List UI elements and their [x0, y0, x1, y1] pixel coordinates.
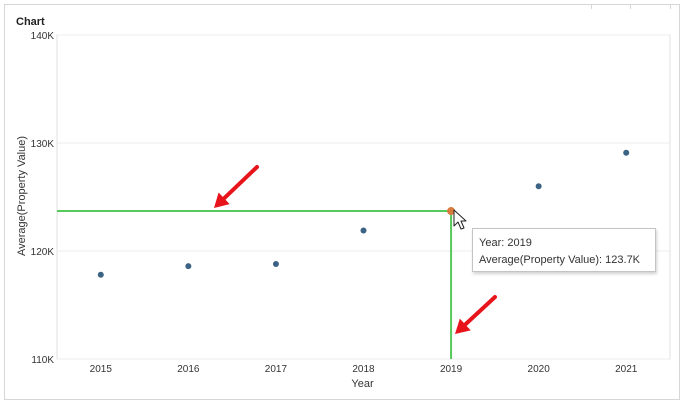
plot-area [56, 34, 671, 360]
x-tick-label: 2015 [90, 364, 113, 375]
y-tick-label: 120K [31, 247, 55, 258]
x-tick-label: 2020 [528, 364, 551, 375]
x-tick-label: 2021 [615, 364, 638, 375]
data-point[interactable] [185, 263, 192, 270]
x-tick-label: 2018 [352, 364, 375, 375]
y-tick-label: 110K [31, 355, 54, 366]
tooltip-value: Average(Property Value): 123.7K [479, 254, 641, 266]
y-tick-label: 130K [31, 139, 55, 150]
tooltip-year: Year: 2019 [479, 237, 532, 249]
x-tick-label: 2016 [177, 364, 200, 375]
x-tick-label: 2019 [440, 364, 463, 375]
x-axis-label: Year [351, 378, 374, 390]
mouse-cursor-icon [453, 209, 467, 230]
chart-panel [4, 4, 680, 400]
y-axis-label: Average(Property Value) [16, 136, 28, 256]
x-tick-label: 2017 [265, 364, 288, 375]
annotation-arrow-horizontal [214, 165, 259, 208]
data-point[interactable] [97, 271, 104, 278]
annotation-arrow-vertical [455, 295, 497, 334]
data-point[interactable] [535, 183, 542, 190]
panel-tab-stub [591, 5, 671, 9]
data-point[interactable] [272, 260, 279, 267]
data-tooltip: Year: 2019 Average(Property Value): 123.… [472, 228, 656, 272]
y-tick-label: 140K [31, 31, 55, 42]
data-point[interactable] [360, 227, 367, 234]
highlighted-data-point[interactable] [447, 207, 456, 216]
chart-title: Chart [16, 16, 45, 28]
data-point[interactable] [623, 149, 630, 156]
